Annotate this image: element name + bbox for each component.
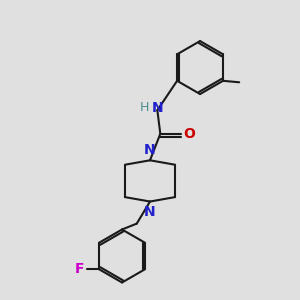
- Text: F: F: [75, 262, 85, 276]
- Text: N: N: [144, 205, 156, 219]
- Text: N: N: [144, 143, 156, 157]
- Text: N: N: [152, 101, 163, 115]
- Text: H: H: [140, 101, 149, 114]
- Text: O: O: [183, 127, 195, 141]
